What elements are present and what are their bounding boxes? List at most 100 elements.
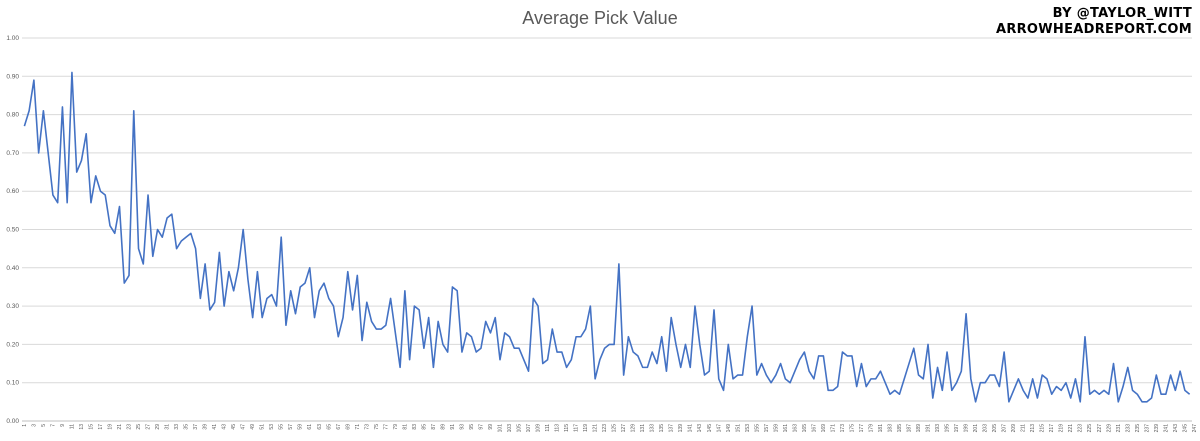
data-point xyxy=(175,247,177,249)
data-point xyxy=(399,366,401,368)
data-point xyxy=(694,305,696,307)
data-point xyxy=(242,228,244,230)
data-point xyxy=(180,240,182,242)
data-point xyxy=(1089,393,1091,395)
data-point xyxy=(209,309,211,311)
x-tick-label: 119 xyxy=(583,424,589,432)
data-point xyxy=(1003,351,1005,353)
data-point xyxy=(1141,401,1143,403)
data-point xyxy=(879,370,881,372)
x-tick-label: 175 xyxy=(849,424,855,433)
x-tick-label: 147 xyxy=(716,424,722,433)
x-tick-label: 207 xyxy=(1002,424,1008,433)
x-tick-label: 71 xyxy=(355,424,361,430)
x-tick-label: 79 xyxy=(393,424,399,430)
x-tick-label: 81 xyxy=(402,424,408,430)
data-point xyxy=(418,309,420,311)
data-point xyxy=(256,270,258,272)
data-point xyxy=(794,370,796,372)
data-point xyxy=(313,316,315,318)
data-point xyxy=(299,286,301,288)
data-point xyxy=(580,336,582,338)
data-point xyxy=(337,336,339,338)
data-point xyxy=(751,305,753,307)
x-tick-label: 115 xyxy=(564,424,570,432)
x-tick-label: 167 xyxy=(811,424,817,433)
x-tick-label: 131 xyxy=(640,424,646,433)
x-tick-label: 233 xyxy=(1125,424,1131,433)
x-tick-label: 241 xyxy=(1163,424,1169,433)
data-point xyxy=(104,194,106,196)
data-point xyxy=(855,385,857,387)
data-point xyxy=(884,382,886,384)
x-tick-label: 85 xyxy=(421,424,427,430)
x-tick-label: 49 xyxy=(250,424,256,430)
data-point xyxy=(789,382,791,384)
data-point xyxy=(993,374,995,376)
data-point xyxy=(646,366,648,368)
x-tick-label: 21 xyxy=(117,424,123,430)
x-tick-label: 101 xyxy=(497,424,503,433)
data-point xyxy=(765,374,767,376)
x-tick-label: 211 xyxy=(1021,424,1027,432)
x-tick-label: 47 xyxy=(241,424,247,430)
x-tick-label: 25 xyxy=(136,424,142,430)
x-tick-label: 143 xyxy=(697,424,703,433)
data-point xyxy=(152,255,154,257)
data-point xyxy=(675,343,677,345)
data-point xyxy=(689,366,691,368)
data-point xyxy=(760,362,762,364)
data-point xyxy=(1098,393,1100,395)
data-point xyxy=(565,366,567,368)
data-point xyxy=(865,385,867,387)
data-point xyxy=(542,362,544,364)
x-tick-label: 157 xyxy=(764,424,770,433)
data-point xyxy=(913,347,915,349)
data-point xyxy=(185,236,187,238)
x-tick-label: 11 xyxy=(69,424,75,429)
data-point xyxy=(28,110,30,112)
x-tick-label: 227 xyxy=(1097,424,1103,433)
data-point xyxy=(75,171,77,173)
data-point xyxy=(798,359,800,361)
x-tick-label: 137 xyxy=(669,424,675,433)
data-point xyxy=(589,305,591,307)
x-tick-label: 243 xyxy=(1173,424,1179,433)
data-point xyxy=(641,366,643,368)
data-point xyxy=(570,359,572,361)
x-tick-label: 83 xyxy=(412,424,418,430)
data-point xyxy=(575,336,577,338)
x-tick-label: 221 xyxy=(1068,424,1074,433)
data-point xyxy=(741,374,743,376)
x-tick-label: 43 xyxy=(222,424,228,430)
x-tick-label: 235 xyxy=(1135,424,1141,433)
data-point xyxy=(446,351,448,353)
data-point xyxy=(37,152,39,154)
data-point xyxy=(161,236,163,238)
data-point xyxy=(998,385,1000,387)
data-point xyxy=(47,152,49,154)
data-point xyxy=(318,290,320,292)
x-tick-label: 133 xyxy=(650,424,656,433)
data-point xyxy=(90,201,92,203)
watermark-author: BY @TAYLOR_WITT xyxy=(1052,6,1192,21)
x-tick-label: 7 xyxy=(50,424,56,427)
data-point xyxy=(822,355,824,357)
data-point xyxy=(1070,397,1072,399)
data-point xyxy=(732,378,734,380)
data-point xyxy=(551,328,553,330)
data-point xyxy=(23,125,25,127)
data-point xyxy=(546,359,548,361)
x-tick-label: 121 xyxy=(593,424,599,433)
data-point xyxy=(1036,397,1038,399)
data-point xyxy=(204,263,206,265)
x-tick-label: 69 xyxy=(345,424,351,430)
x-tick-label: 87 xyxy=(431,424,437,430)
x-tick-label: 213 xyxy=(1030,424,1036,433)
data-point xyxy=(247,278,249,280)
data-point xyxy=(370,320,372,322)
data-point xyxy=(737,374,739,376)
data-point xyxy=(385,324,387,326)
data-point xyxy=(109,224,111,226)
